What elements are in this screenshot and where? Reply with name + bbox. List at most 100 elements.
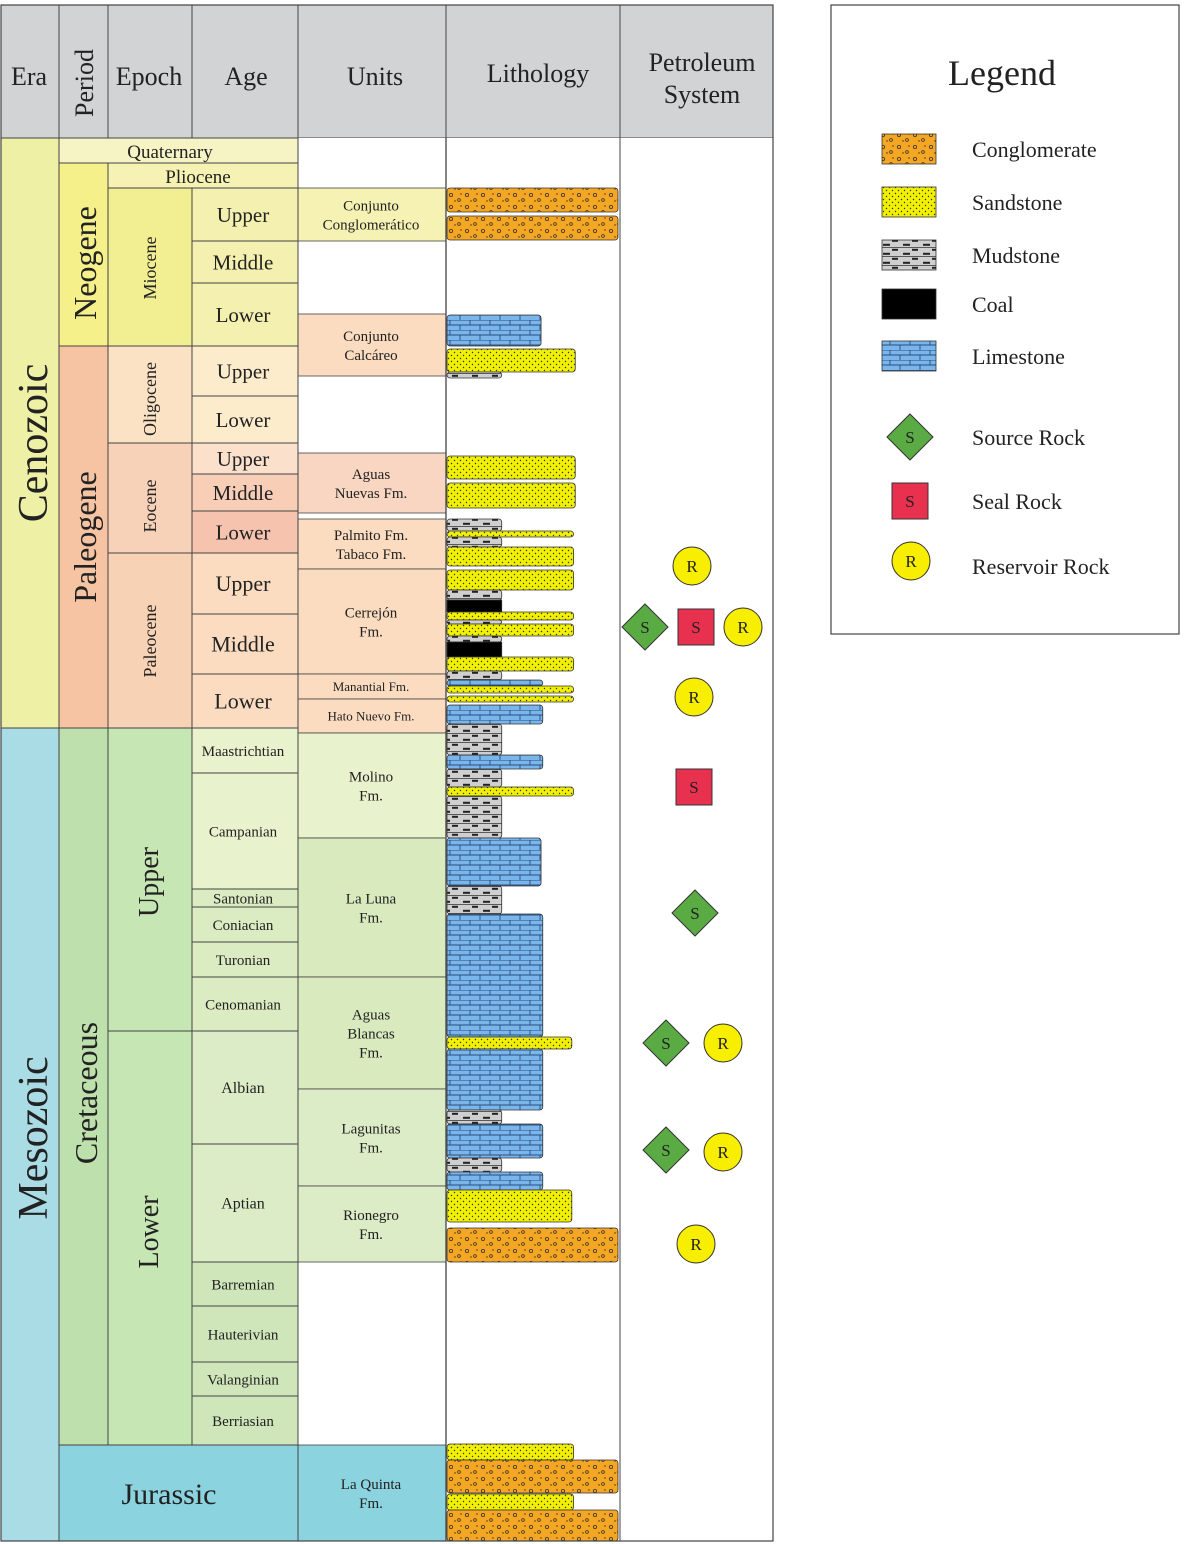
epoch-eocene-label: Eocene [140,480,160,533]
age-box [191,442,299,475]
marker-label: S [691,618,700,637]
marker-label: R [686,557,698,576]
era-mesozoic-label: Mesozoic [11,1056,57,1219]
unit-label: Fm. [359,788,383,804]
lithology-bed-sandstone [446,1443,574,1461]
unit-label: Tabaco Fm. [336,547,407,563]
lithology-bed-sandstone [446,1189,573,1223]
unit-box [297,698,447,734]
epoch-paleocene [107,552,193,729]
lithology-bed-limestone [446,1171,544,1191]
header-epoch: Epoch [116,62,182,91]
lithology-bed-mudstone [446,635,503,643]
age-label: Middle [213,250,274,274]
lithology-bed-mudstone [446,795,503,839]
age-label: Upper [216,571,272,596]
lithology-column [446,187,619,1542]
era-cenozoic-label: Cenozoic [11,364,57,523]
header-system: System [664,80,741,109]
age-box [191,240,299,284]
age-box [191,1030,299,1145]
lithology-bed-sandstone [446,656,574,672]
marker-source-rock: S [621,603,669,651]
period-paleogene [58,345,109,729]
marker-reservoir-rock: R [703,1132,743,1172]
unit-label: Blancas [347,1026,395,1042]
marker-reservoir-rock: R [674,677,714,717]
lithology-bed-limestone [446,837,542,887]
lithology-bed-sandstone [446,530,574,538]
marker-seal-rock: S [677,608,715,646]
age-label: Lower [214,689,272,714]
age-label: Albian [221,1080,265,1097]
age-label: Upper [217,359,269,383]
lithology-bed-limestone [446,754,544,770]
unit-label: Aguas [352,1007,390,1023]
lithology-bed-limestone [446,1048,544,1111]
marker-label: S [661,1141,670,1160]
lithology-bed-coal [446,599,503,613]
age-label: Berriasian [212,1414,274,1430]
marker-reservoir-rock: R [676,1224,716,1264]
age-box [191,1143,299,1263]
age-label: Upper [217,447,269,471]
age-box [191,727,299,774]
units-column: Conjunto Conglomerático Conjunto Calcáreo Ag… [297,187,447,1542]
lithology-bed-mudstone [446,885,503,915]
lithology-bed-coal [446,641,503,658]
marker-seal-rock: S [675,768,713,806]
age-label: Santonian [213,891,273,907]
unit-label: Rionegro [343,1208,399,1224]
lithology-bed-conglomerate [446,1509,619,1542]
epoch-lower-cretaceous-label: Lower [134,1195,165,1269]
age-box [191,187,299,242]
age-box [191,772,299,890]
lithology-bed-mudstone [446,619,503,625]
lithology-bed-mudstone [446,518,503,532]
age-box [191,510,299,554]
marker-label: R [690,1235,702,1254]
lithology-bed-sandstone [446,786,574,797]
epoch-miocene [107,187,193,347]
unit-box [297,1444,447,1542]
lithology-bed-sandstone [446,546,574,567]
lithology-bed-mudstone [446,768,503,788]
header-petroleum: Petroleum [649,48,756,77]
epoch-oligocene-label: Oligocene [140,362,160,436]
lithology-bed-sandstone [446,685,574,694]
lithology-bed-limestone [446,679,544,687]
lithology-bed-limestone [446,913,544,1038]
period-cretaceous [58,727,109,1446]
lithology-bed-sandstone [446,348,576,373]
lithology-bed-sandstone [446,569,574,591]
lithology-bed-sandstone [446,611,574,621]
age-label: Maastrichtian [202,744,285,760]
lithology-bed-mudstone [446,1109,503,1125]
marker-reservoir-rock: R [723,607,763,647]
lithology-bed-sandstone [446,623,574,637]
age-box [191,552,299,615]
age-label: Lower [216,408,271,432]
age-box [191,1395,299,1446]
epoch-upper-cretaceous [107,727,193,1032]
period-neogene-label: Neogene [67,206,103,320]
epoch-miocene-label: Miocene [140,237,160,300]
unit-label: Palmito Fm. [334,528,408,544]
period-jurassic-label: Jurassic [122,1478,217,1511]
lithology-bed-conglomerate [446,215,619,241]
marker-label: S [661,1034,670,1053]
unit-box [297,976,447,1090]
unit-label: Lagunitas [341,1121,400,1137]
marker-label: R [737,618,749,637]
epoch-lower-cretaceous [107,1030,193,1446]
unit-box [297,1088,447,1187]
header-lithology: Lithology [487,59,590,88]
unit-label: Conjunto [343,198,399,214]
age-box [191,282,299,347]
age-box [191,1305,299,1363]
period-cretaceous-label: Cretaceous [68,1022,104,1164]
petroleum-system-column: R S S R R S S S R S R R [621,546,763,1264]
marker-label: R [717,1143,729,1162]
marker-source-rock: S [642,1126,690,1174]
